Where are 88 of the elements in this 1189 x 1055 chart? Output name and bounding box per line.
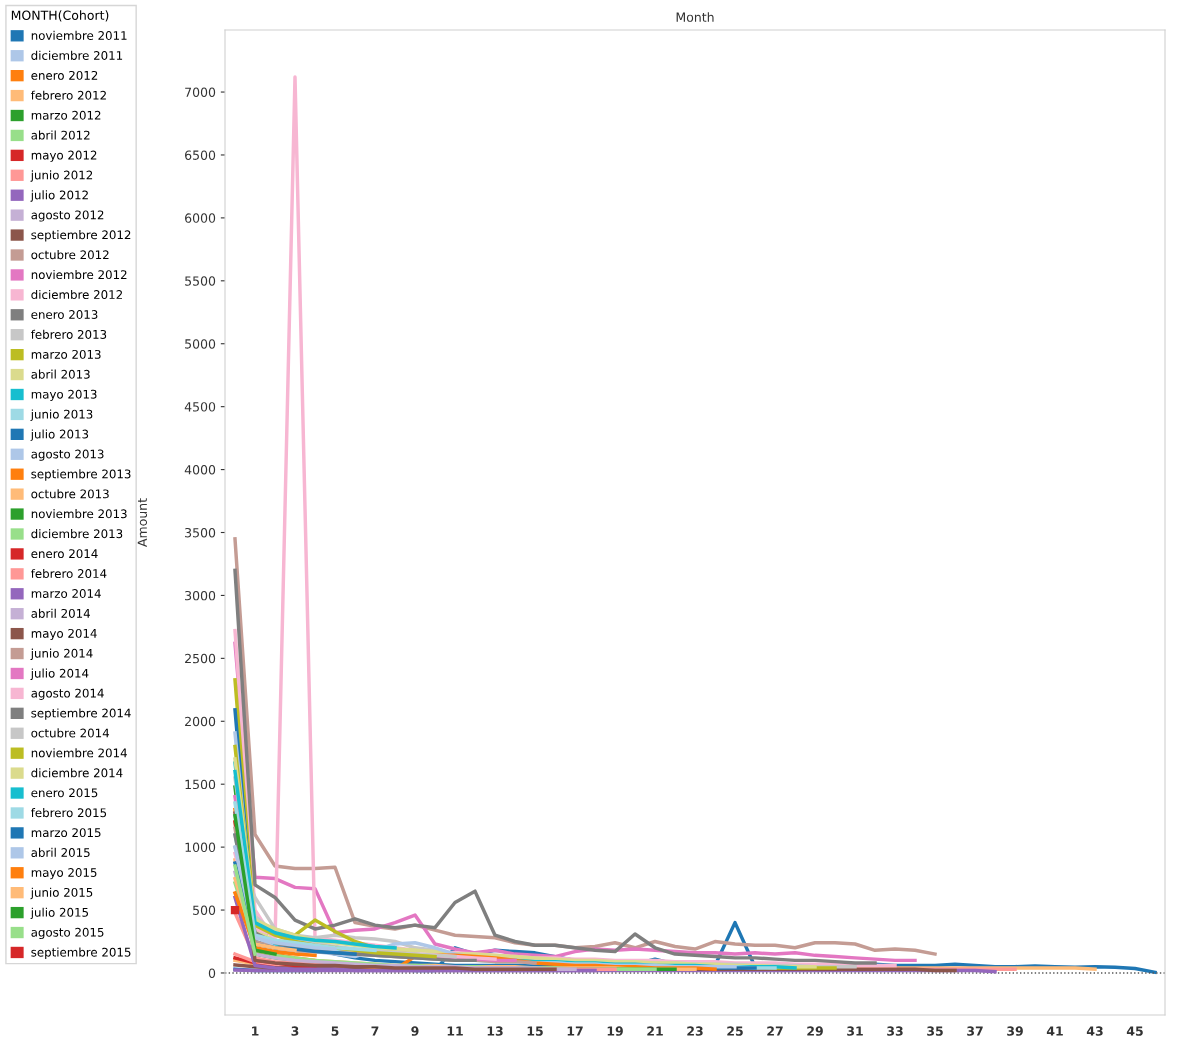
legend-label: agosto 2013 <box>31 449 104 461</box>
x-tick-label: 13 <box>487 1026 503 1036</box>
legend-title: MONTH(Cohort) <box>11 10 109 22</box>
x-tick-label: 17 <box>567 1026 583 1036</box>
x-tick-label: 19 <box>607 1026 623 1036</box>
legend-label: julio 2014 <box>30 668 89 680</box>
y-tick-label: 2500 <box>185 653 216 664</box>
legend-label: enero 2014 <box>31 549 98 559</box>
legend-label: enero 2015 <box>31 788 98 798</box>
x-tick-label: 25 <box>727 1026 743 1036</box>
legend-label: enero 2013 <box>31 310 98 319</box>
legend-label: noviembre 2012 <box>31 269 127 280</box>
y-tick-label: 3500 <box>185 527 216 538</box>
y-tick-label: 4500 <box>184 402 216 412</box>
x-tick-label: 33 <box>887 1026 903 1036</box>
x-tick-label: 41 <box>1046 1026 1063 1036</box>
x-tick-label: 29 <box>807 1026 823 1036</box>
legend-label: noviembre 2014 <box>31 748 127 758</box>
legend-label: marzo 2012 <box>31 110 101 120</box>
legend-label: junio 2015 <box>30 887 93 900</box>
legend-label: agosto 2012 <box>31 210 104 222</box>
y-tick-label: 2000 <box>185 716 216 727</box>
legend-label: diciembre 2014 <box>31 768 123 778</box>
legend-label: septiembre 2014 <box>31 708 131 720</box>
x-tick-label: 35 <box>927 1026 943 1036</box>
legend-label: octubre 2012 <box>31 250 109 260</box>
x-axis-title: Month <box>676 12 714 22</box>
legend-label: julio 2015 <box>30 907 89 920</box>
legend-label: marzo 2015 <box>31 828 101 838</box>
legend-label: noviembre 2011 <box>31 30 127 40</box>
legend-label: abril 2012 <box>31 130 90 140</box>
legend-label: mayo 2012 <box>31 150 97 162</box>
legend-label: febrero 2012 <box>30 90 106 100</box>
legend-label: julio 2012 <box>30 190 88 202</box>
legend-label: agosto 2014 <box>31 688 104 700</box>
x-tick-label: 27 <box>767 1026 783 1036</box>
legend-label: octubre 2013 <box>31 489 109 499</box>
y-tick-label: 7000 <box>185 87 216 97</box>
legend-label: mayo 2015 <box>31 868 97 880</box>
y-tick-label: 3000 <box>185 590 216 601</box>
legend-label: mayo 2013 <box>31 389 97 401</box>
y-tick-label: 6500 <box>185 150 216 160</box>
x-tick-label: 7 <box>371 1026 379 1036</box>
legend-label: junio 2013 <box>30 409 93 421</box>
legend-label: abril 2015 <box>31 847 90 858</box>
x-tick-label: 43 <box>1086 1026 1103 1036</box>
y-tick-label: 5000 <box>185 339 216 349</box>
legend-label: marzo 2013 <box>31 349 101 359</box>
x-tick-label: 39 <box>1007 1026 1023 1036</box>
legend-label: septiembre 2012 <box>31 230 131 242</box>
legend-label: octubre 2014 <box>31 728 110 738</box>
legend-label: septiembre 2015 <box>31 947 131 959</box>
legend-label: abril 2013 <box>31 369 90 379</box>
x-tick-label: 31 <box>847 1026 863 1036</box>
legend-label: agosto 2015 <box>31 927 104 940</box>
legend-label: diciembre 2012 <box>31 289 122 300</box>
y-tick-label: 500 <box>193 905 216 915</box>
legend-label: septiembre 2013 <box>31 469 131 481</box>
legend-label: abril 2014 <box>31 608 90 618</box>
x-tick-label: 5 <box>331 1026 339 1036</box>
x-tick-label: 21 <box>647 1026 663 1036</box>
x-tick-label: 11 <box>447 1026 463 1036</box>
x-tick-label: 15 <box>527 1026 543 1036</box>
x-tick-label: 1 <box>252 1026 259 1036</box>
legend-label: mayo 2014 <box>31 628 97 641</box>
legend-label: febrero 2015 <box>30 808 107 818</box>
y-axis-title: Amount <box>137 498 148 547</box>
legend-label: noviembre 2013 <box>31 509 127 519</box>
legend-label: junio 2014 <box>30 648 93 661</box>
legend-label: marzo 2014 <box>31 589 101 598</box>
x-tick-label: 45 <box>1126 1026 1143 1036</box>
y-tick-label: 0 <box>208 968 216 978</box>
legend-label: febrero 2014 <box>30 568 107 579</box>
y-tick-label: 4000 <box>184 465 216 475</box>
y-tick-label: 1500 <box>185 779 216 790</box>
legend-label: febrero 2013 <box>30 329 107 339</box>
x-tick-label: 9 <box>411 1026 419 1036</box>
y-tick-label: 5500 <box>185 276 216 286</box>
legend-label: julio 2013 <box>30 429 89 441</box>
x-tick-label: 3 <box>291 1026 299 1036</box>
legend-label: diciembre 2013 <box>31 529 123 539</box>
legend-label: enero 2012 <box>31 70 98 80</box>
legend-label: diciembre 2011 <box>31 50 123 60</box>
legend-label: junio 2012 <box>30 170 93 182</box>
y-tick-label: 6000 <box>185 213 216 223</box>
x-tick-label: 37 <box>967 1026 983 1036</box>
y-tick-label: 1000 <box>185 842 216 853</box>
x-tick-label: 23 <box>687 1026 703 1036</box>
